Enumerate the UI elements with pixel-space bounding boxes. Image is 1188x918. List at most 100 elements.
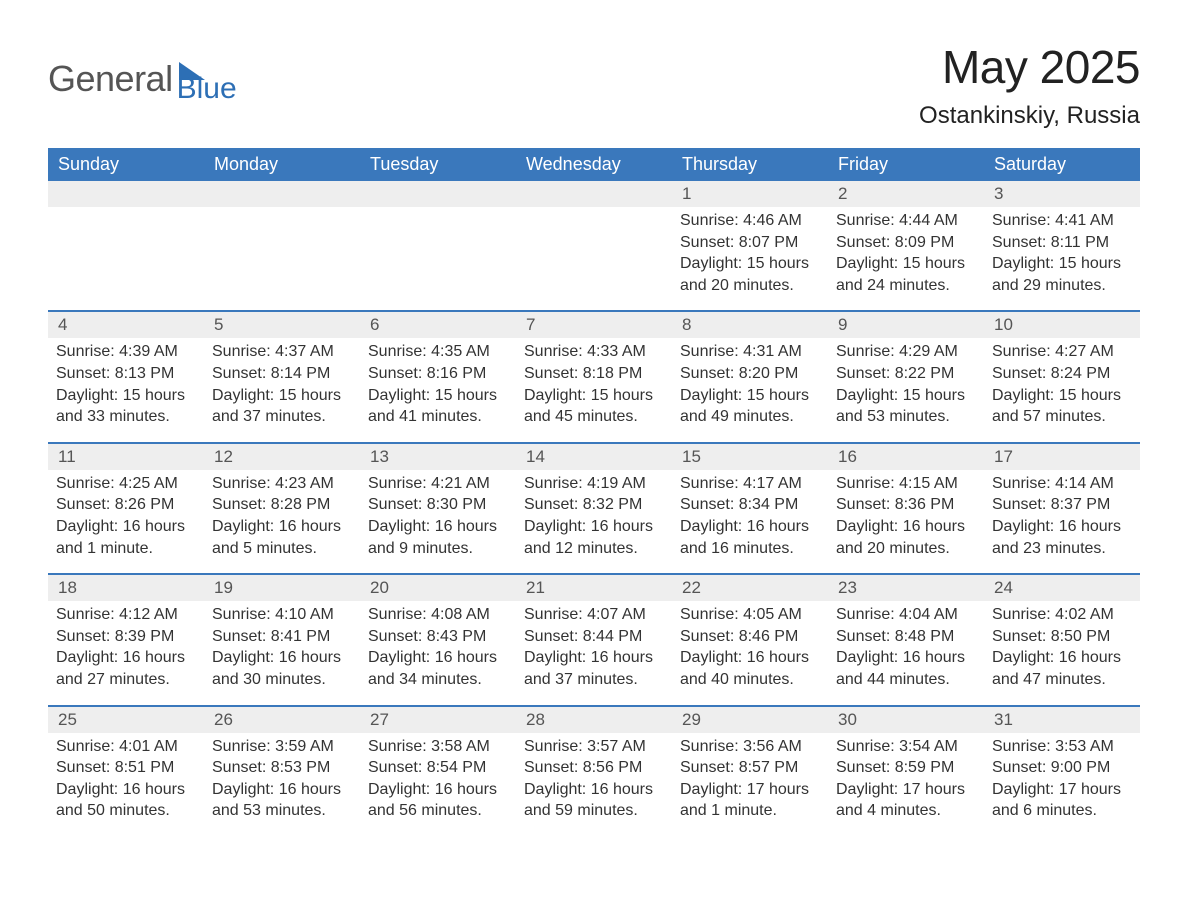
weeks-container: 1Sunrise: 4:46 AMSunset: 8:07 PMDaylight… bbox=[48, 181, 1140, 836]
day-body: Sunrise: 4:33 AMSunset: 8:18 PMDaylight:… bbox=[516, 338, 672, 427]
sunrise-line: Sunrise: 4:17 AM bbox=[680, 473, 818, 495]
day-cell: 5Sunrise: 4:37 AMSunset: 8:14 PMDaylight… bbox=[204, 312, 360, 441]
sunrise-line: Sunrise: 4:46 AM bbox=[680, 210, 818, 232]
day-body: Sunrise: 4:05 AMSunset: 8:46 PMDaylight:… bbox=[672, 601, 828, 690]
daylight-line: Daylight: 16 hours and 20 minutes. bbox=[836, 516, 974, 559]
day-body: Sunrise: 4:04 AMSunset: 8:48 PMDaylight:… bbox=[828, 601, 984, 690]
day-body: Sunrise: 3:57 AMSunset: 8:56 PMDaylight:… bbox=[516, 733, 672, 822]
day-number: 15 bbox=[672, 444, 828, 470]
sunrise-line: Sunrise: 4:12 AM bbox=[56, 604, 194, 626]
weekday-header: Wednesday bbox=[516, 148, 672, 181]
sunrise-line: Sunrise: 4:04 AM bbox=[836, 604, 974, 626]
weekday-header: Saturday bbox=[984, 148, 1140, 181]
day-number bbox=[516, 181, 672, 207]
day-body: Sunrise: 4:23 AMSunset: 8:28 PMDaylight:… bbox=[204, 470, 360, 559]
daylight-line: Daylight: 16 hours and 47 minutes. bbox=[992, 647, 1130, 690]
day-number: 11 bbox=[48, 444, 204, 470]
daylight-line: Daylight: 16 hours and 40 minutes. bbox=[680, 647, 818, 690]
day-cell: 22Sunrise: 4:05 AMSunset: 8:46 PMDayligh… bbox=[672, 575, 828, 704]
sunset-line: Sunset: 8:34 PM bbox=[680, 494, 818, 516]
weekday-header: Friday bbox=[828, 148, 984, 181]
sunrise-line: Sunrise: 3:54 AM bbox=[836, 736, 974, 758]
sunset-line: Sunset: 8:26 PM bbox=[56, 494, 194, 516]
day-cell: 20Sunrise: 4:08 AMSunset: 8:43 PMDayligh… bbox=[360, 575, 516, 704]
logo: General Blue bbox=[48, 58, 237, 106]
daylight-line: Daylight: 16 hours and 16 minutes. bbox=[680, 516, 818, 559]
daylight-line: Daylight: 16 hours and 12 minutes. bbox=[524, 516, 662, 559]
day-body bbox=[360, 207, 516, 210]
daylight-line: Daylight: 15 hours and 20 minutes. bbox=[680, 253, 818, 296]
daylight-line: Daylight: 16 hours and 44 minutes. bbox=[836, 647, 974, 690]
weekday-header: Thursday bbox=[672, 148, 828, 181]
sunrise-line: Sunrise: 4:02 AM bbox=[992, 604, 1130, 626]
sunrise-line: Sunrise: 4:31 AM bbox=[680, 341, 818, 363]
sunrise-line: Sunrise: 4:39 AM bbox=[56, 341, 194, 363]
day-body: Sunrise: 4:01 AMSunset: 8:51 PMDaylight:… bbox=[48, 733, 204, 822]
sunset-line: Sunset: 8:24 PM bbox=[992, 363, 1130, 385]
daylight-line: Daylight: 17 hours and 1 minute. bbox=[680, 779, 818, 822]
sunset-line: Sunset: 8:53 PM bbox=[212, 757, 350, 779]
day-body: Sunrise: 3:54 AMSunset: 8:59 PMDaylight:… bbox=[828, 733, 984, 822]
sunset-line: Sunset: 8:11 PM bbox=[992, 232, 1130, 254]
sunrise-line: Sunrise: 3:57 AM bbox=[524, 736, 662, 758]
daylight-line: Daylight: 16 hours and 27 minutes. bbox=[56, 647, 194, 690]
day-cell: 15Sunrise: 4:17 AMSunset: 8:34 PMDayligh… bbox=[672, 444, 828, 573]
day-number: 16 bbox=[828, 444, 984, 470]
day-cell: 6Sunrise: 4:35 AMSunset: 8:16 PMDaylight… bbox=[360, 312, 516, 441]
daylight-line: Daylight: 16 hours and 5 minutes. bbox=[212, 516, 350, 559]
daylight-line: Daylight: 15 hours and 24 minutes. bbox=[836, 253, 974, 296]
sunset-line: Sunset: 8:59 PM bbox=[836, 757, 974, 779]
day-body: Sunrise: 4:10 AMSunset: 8:41 PMDaylight:… bbox=[204, 601, 360, 690]
location-label: Ostankinskiy, Russia bbox=[919, 102, 1140, 130]
sunrise-line: Sunrise: 4:14 AM bbox=[992, 473, 1130, 495]
daylight-line: Daylight: 16 hours and 30 minutes. bbox=[212, 647, 350, 690]
weekday-header: Monday bbox=[204, 148, 360, 181]
day-body: Sunrise: 4:27 AMSunset: 8:24 PMDaylight:… bbox=[984, 338, 1140, 427]
sunset-line: Sunset: 8:32 PM bbox=[524, 494, 662, 516]
day-number: 27 bbox=[360, 707, 516, 733]
day-body: Sunrise: 4:19 AMSunset: 8:32 PMDaylight:… bbox=[516, 470, 672, 559]
sunset-line: Sunset: 8:46 PM bbox=[680, 626, 818, 648]
sunrise-line: Sunrise: 4:07 AM bbox=[524, 604, 662, 626]
day-body: Sunrise: 4:21 AMSunset: 8:30 PMDaylight:… bbox=[360, 470, 516, 559]
sunset-line: Sunset: 8:51 PM bbox=[56, 757, 194, 779]
day-number: 14 bbox=[516, 444, 672, 470]
day-number: 13 bbox=[360, 444, 516, 470]
day-body: Sunrise: 4:37 AMSunset: 8:14 PMDaylight:… bbox=[204, 338, 360, 427]
day-cell: 11Sunrise: 4:25 AMSunset: 8:26 PMDayligh… bbox=[48, 444, 204, 573]
sunset-line: Sunset: 8:54 PM bbox=[368, 757, 506, 779]
weekday-header: Tuesday bbox=[360, 148, 516, 181]
sunrise-line: Sunrise: 4:05 AM bbox=[680, 604, 818, 626]
calendar: SundayMondayTuesdayWednesdayThursdayFrid… bbox=[48, 148, 1140, 836]
sunset-line: Sunset: 8:20 PM bbox=[680, 363, 818, 385]
day-number: 20 bbox=[360, 575, 516, 601]
day-body bbox=[516, 207, 672, 210]
week-row: 11Sunrise: 4:25 AMSunset: 8:26 PMDayligh… bbox=[48, 442, 1140, 573]
day-number: 25 bbox=[48, 707, 204, 733]
daylight-line: Daylight: 17 hours and 6 minutes. bbox=[992, 779, 1130, 822]
day-number: 28 bbox=[516, 707, 672, 733]
daylight-line: Daylight: 15 hours and 29 minutes. bbox=[992, 253, 1130, 296]
day-body: Sunrise: 4:44 AMSunset: 8:09 PMDaylight:… bbox=[828, 207, 984, 296]
day-number: 3 bbox=[984, 181, 1140, 207]
daylight-line: Daylight: 16 hours and 9 minutes. bbox=[368, 516, 506, 559]
daylight-line: Daylight: 15 hours and 41 minutes. bbox=[368, 385, 506, 428]
day-body: Sunrise: 4:02 AMSunset: 8:50 PMDaylight:… bbox=[984, 601, 1140, 690]
day-cell: 21Sunrise: 4:07 AMSunset: 8:44 PMDayligh… bbox=[516, 575, 672, 704]
week-row: 18Sunrise: 4:12 AMSunset: 8:39 PMDayligh… bbox=[48, 573, 1140, 704]
sunrise-line: Sunrise: 3:53 AM bbox=[992, 736, 1130, 758]
sunset-line: Sunset: 8:07 PM bbox=[680, 232, 818, 254]
daylight-line: Daylight: 17 hours and 4 minutes. bbox=[836, 779, 974, 822]
day-body: Sunrise: 4:35 AMSunset: 8:16 PMDaylight:… bbox=[360, 338, 516, 427]
day-body: Sunrise: 4:15 AMSunset: 8:36 PMDaylight:… bbox=[828, 470, 984, 559]
day-number: 1 bbox=[672, 181, 828, 207]
daylight-line: Daylight: 15 hours and 45 minutes. bbox=[524, 385, 662, 428]
sunset-line: Sunset: 8:18 PM bbox=[524, 363, 662, 385]
day-body: Sunrise: 4:29 AMSunset: 8:22 PMDaylight:… bbox=[828, 338, 984, 427]
daylight-line: Daylight: 15 hours and 53 minutes. bbox=[836, 385, 974, 428]
sunset-line: Sunset: 8:14 PM bbox=[212, 363, 350, 385]
sunset-line: Sunset: 8:44 PM bbox=[524, 626, 662, 648]
day-body bbox=[48, 207, 204, 210]
day-body: Sunrise: 4:41 AMSunset: 8:11 PMDaylight:… bbox=[984, 207, 1140, 296]
day-body: Sunrise: 4:17 AMSunset: 8:34 PMDaylight:… bbox=[672, 470, 828, 559]
